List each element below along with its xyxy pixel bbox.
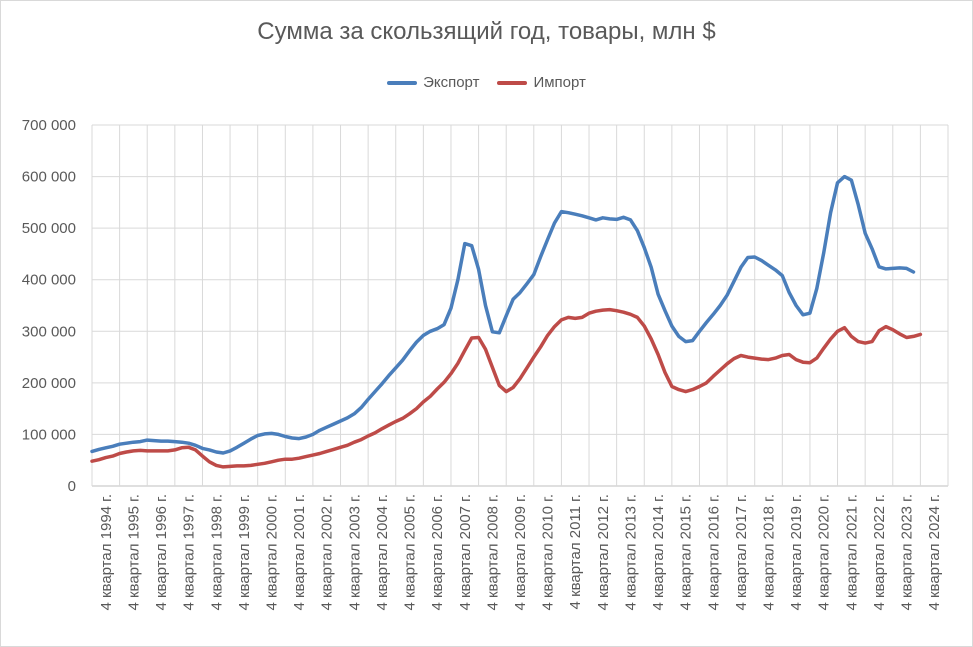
x-tick-label: 4 квартал 2009 г. [512,494,529,611]
y-tick-label: 100 000 [22,426,76,443]
legend-label-import: Импорт [533,74,586,91]
x-tick-label: 4 квартал 1996 г. [153,494,170,611]
y-tick-label: 700 000 [22,117,76,134]
y-tick-label: 0 [68,478,76,495]
x-tick-label: 4 квартал 2020 г. [816,494,833,611]
x-tick-label: 4 квартал 2014 г. [650,494,667,611]
x-tick-label: 4 квартал 2008 г. [484,494,501,611]
y-tick-label: 200 000 [22,375,76,392]
x-tick-label: 4 квартал 2000 г. [263,494,280,611]
chart-title: Сумма за скользящий год, товары, млн $ [257,18,716,45]
x-tick-label: 4 квартал 2011 г. [567,494,584,609]
x-tick-label: 4 квартал 2024 г. [926,494,943,611]
y-tick-label: 600 000 [22,169,76,186]
x-tick-label: 4 квартал 2006 г. [429,494,446,611]
legend-item-import: Импорт [497,74,586,91]
x-tick-label: 4 квартал 2003 г. [346,494,363,611]
x-tick-label: 4 квартал 2017 г. [733,494,750,611]
x-tick-label: 4 квартал 2013 г. [622,494,639,611]
x-tick-label: 4 квартал 2012 г. [595,494,612,611]
x-tick-label: 4 квартал 2005 г. [402,494,419,611]
series-line-import [90,307,923,469]
x-tick-label: 4 квартал 2015 г. [678,494,695,611]
series-line-export [90,174,916,455]
legend-swatch-export [387,80,418,85]
y-tick-label: 400 000 [22,272,76,289]
x-tick-label: 4 квартал 2002 г. [319,494,336,611]
x-tick-label: 4 квартал 2004 г. [374,494,391,611]
x-tick-label: 4 квартал 1995 г. [125,494,142,611]
x-tick-label: 4 квартал 2016 г. [705,494,722,611]
legend-label-export: Экспорт [423,74,480,91]
legend-item-export: Экспорт [387,74,479,91]
y-tick-label: 500 000 [22,220,76,237]
x-tick-label: 4 квартал 2022 г. [871,494,888,611]
y-tick-label: 300 000 [22,323,76,340]
x-tick-label: 4 квартал 2001 г. [291,494,308,611]
x-tick-label: 4 квартал 2007 г. [457,494,474,611]
x-tick-label: 4 квартал 1998 г. [208,494,225,611]
legend-swatch-import [497,80,528,85]
x-tick-label: 4 квартал 1999 г. [236,494,253,611]
x-tick-label: 4 квартал 2021 г. [843,494,860,611]
legend: Экспорт Импорт [0,74,973,91]
x-tick-label: 4 квартал 2018 г. [761,494,778,611]
x-tick-label: 4 квартал 2010 г. [540,494,557,611]
x-tick-label: 4 квартал 2023 г. [899,494,916,611]
x-tick-label: 4 квартал 1997 г. [181,494,198,611]
x-tick-label: 4 квартал 2019 г. [788,494,805,611]
x-tick-label: 4 квартал 1994 г. [98,494,115,611]
